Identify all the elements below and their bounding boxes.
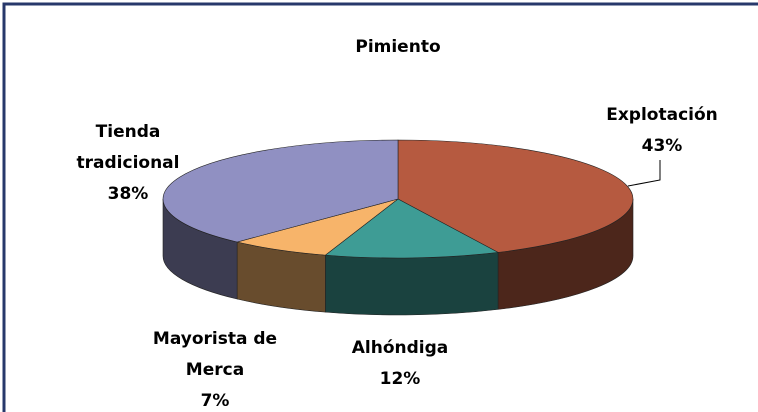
category-label: Explotación <box>606 105 718 125</box>
pie-sides <box>162 198 634 316</box>
category-label: Tienda tradicional <box>76 122 180 173</box>
percent-label: 43% <box>641 136 683 156</box>
slice-label: Explotación 43% <box>592 100 732 162</box>
slice-side <box>325 252 499 316</box>
slice <box>397 139 634 253</box>
slice <box>237 198 399 256</box>
percent-label: 38% <box>107 184 149 204</box>
chart-title: Pimiento <box>355 37 440 57</box>
category-label: Mayorista de Merca <box>152 329 278 380</box>
leader-line <box>627 160 661 187</box>
slice-label: Mayorista de Merca 7% <box>140 324 290 412</box>
percent-label: 12% <box>379 369 421 389</box>
slice-label: Tienda tradicional 38% <box>63 117 193 210</box>
pie <box>162 139 634 316</box>
category-label: Alhóndiga <box>351 338 449 358</box>
slice <box>162 139 399 243</box>
pie-tops <box>162 139 634 259</box>
slice <box>324 198 500 259</box>
percent-label: 7% <box>200 391 230 411</box>
slice-label: Alhóndiga 12% <box>330 333 470 395</box>
